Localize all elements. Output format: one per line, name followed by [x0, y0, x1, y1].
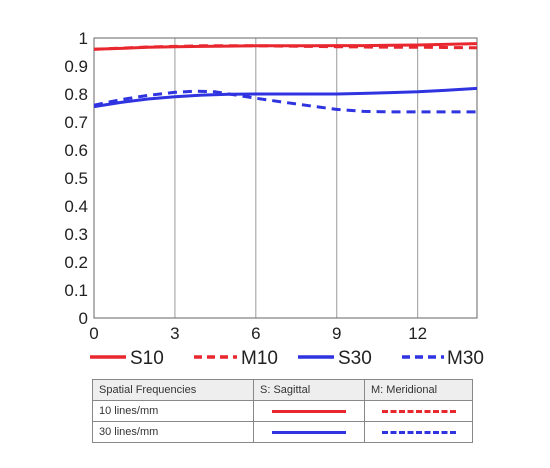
- key-row-10: 10 lines/mm: [92, 400, 473, 422]
- key-row-label: 10 lines/mm: [92, 400, 254, 422]
- chart-grid: [93, 37, 478, 319]
- series-line-m30: [93, 89, 477, 114]
- series-line-m10: [93, 44, 478, 51]
- key-row-label: 30 lines/mm: [92, 421, 254, 443]
- y-tick-label: 0.2: [64, 253, 88, 272]
- y-tick-label: 0.7: [64, 113, 88, 132]
- x-tick-label: 6: [251, 324, 260, 343]
- key-meridional-10-swatch: [364, 400, 473, 422]
- y-tick-label: 0.5: [64, 169, 88, 188]
- x-tick-label: 3: [170, 324, 179, 343]
- y-tick-label: 0.6: [64, 141, 88, 160]
- x-tick-label: 9: [332, 324, 341, 343]
- y-tick-label: 0.1: [64, 281, 88, 300]
- key-header-meridional: M: Meridional: [364, 379, 473, 401]
- y-tick-label: 0: [79, 309, 88, 328]
- y-tick-label: 0.4: [64, 197, 88, 216]
- plot-frame: [93, 37, 478, 319]
- x-tick-label: 12: [408, 324, 427, 343]
- frequency-key-table: Spatial Frequencies S: Sagittal M: Merid…: [92, 379, 473, 443]
- chart-series: [93, 42, 478, 114]
- legend-m10-label: M10: [241, 348, 278, 369]
- key-header-sagittal: S: Sagittal: [253, 379, 365, 401]
- mtf-chart: 0 0.1 0.2 0.3 0.4 0.5 0.6 0.7 0.8 0.9 1 0 3 6 9 12 S10 …: [64, 29, 484, 369]
- y-tick-label: 0.8: [64, 85, 88, 104]
- series-line-s30: [93, 86, 478, 109]
- y-tick-label: 1: [79, 29, 88, 48]
- chart-legend: S10 M10 S30 M30: [90, 348, 484, 369]
- key-sagittal-30-swatch: [253, 421, 365, 443]
- key-table-header: Spatial Frequencies S: Sagittal M: Merid…: [92, 379, 473, 401]
- y-tick-label: 0.3: [64, 225, 88, 244]
- series-line-s10: [93, 42, 478, 51]
- x-tick-label: 0: [89, 324, 98, 343]
- key-row-30: 30 lines/mm: [92, 421, 473, 443]
- key-header-frequencies: Spatial Frequencies: [92, 379, 254, 401]
- chart-axes: 0 0.1 0.2 0.3 0.4 0.5 0.6 0.7 0.8 0.9 1 0 3 6 9 12: [64, 29, 427, 343]
- key-sagittal-10-swatch: [253, 400, 365, 422]
- legend-s10-label: S10: [130, 348, 164, 369]
- key-meridional-30-swatch: [364, 421, 473, 443]
- y-tick-label: 0.9: [64, 57, 88, 76]
- legend-m30-label: M30: [447, 348, 484, 369]
- legend-s30-label: S30: [338, 348, 372, 369]
